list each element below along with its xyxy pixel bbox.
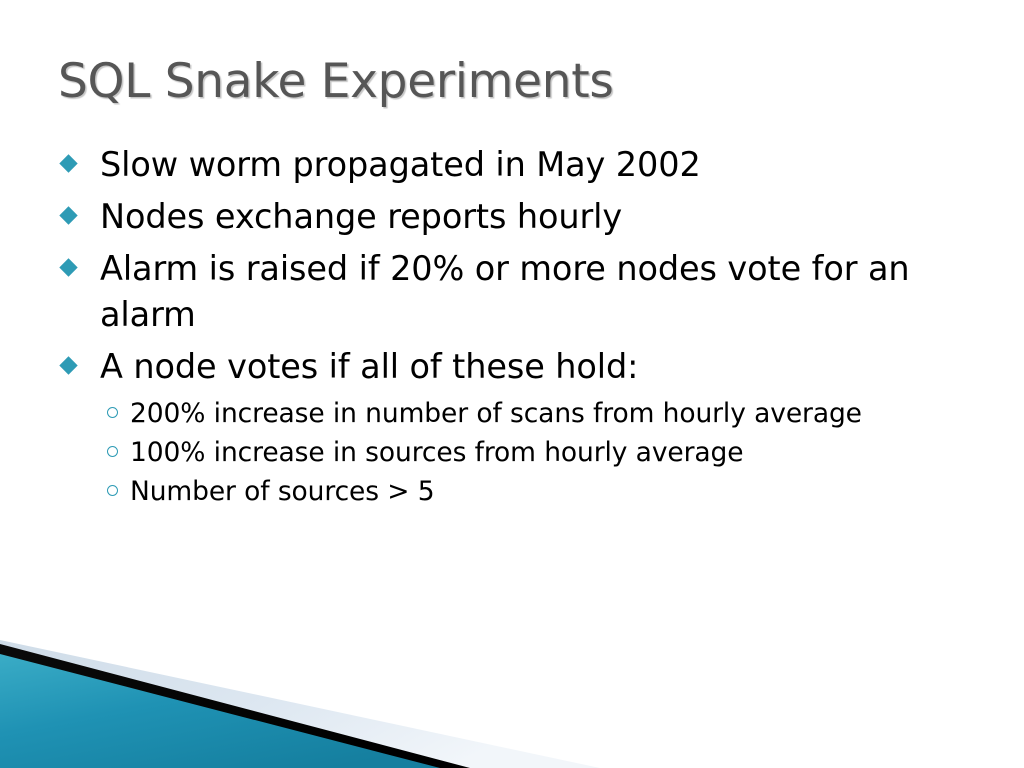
slide-body: Slow worm propagated in May 2002 Nodes e… [56, 142, 981, 512]
list-item-label: Alarm is raised if 20% or more nodes vot… [100, 248, 910, 334]
diamond-bullet-icon [59, 258, 78, 277]
list-item-label: 100% increase in sources from hourly ave… [130, 437, 744, 469]
list-item: A node votes if all of these hold: [56, 344, 981, 390]
corner-decoration-graphic [0, 640, 600, 768]
list-item: 200% increase in number of scans from ho… [94, 395, 981, 433]
black-wedge [0, 644, 470, 768]
list-item-label: 200% increase in number of scans from ho… [130, 398, 862, 430]
list-item-label: A node votes if all of these hold: [100, 346, 639, 386]
list-item: Alarm is raised if 20% or more nodes vot… [56, 246, 981, 338]
diamond-bullet-icon [59, 206, 78, 225]
circle-bullet-icon [107, 485, 118, 497]
circle-bullet-icon [107, 407, 118, 419]
list-item: Number of sources > 5 [94, 473, 981, 511]
list-item-label: Nodes exchange reports hourly [100, 196, 623, 236]
list-item: 100% increase in sources from hourly ave… [94, 434, 981, 472]
circle-bullet-icon [107, 446, 118, 458]
list-item: Slow worm propagated in May 2002 [56, 142, 981, 188]
list-item-label: Number of sources > 5 [130, 476, 435, 508]
page-title: SQL Snake Experiments [58, 54, 614, 109]
pale-wedge [0, 640, 600, 768]
list-item-label: Slow worm propagated in May 2002 [100, 145, 701, 184]
diamond-bullet-icon [59, 154, 78, 173]
list-item: Nodes exchange reports hourly [56, 194, 981, 240]
teal-triangle [0, 654, 440, 768]
sub-list: 200% increase in number of scans from ho… [94, 395, 981, 511]
diamond-bullet-icon [59, 355, 78, 375]
